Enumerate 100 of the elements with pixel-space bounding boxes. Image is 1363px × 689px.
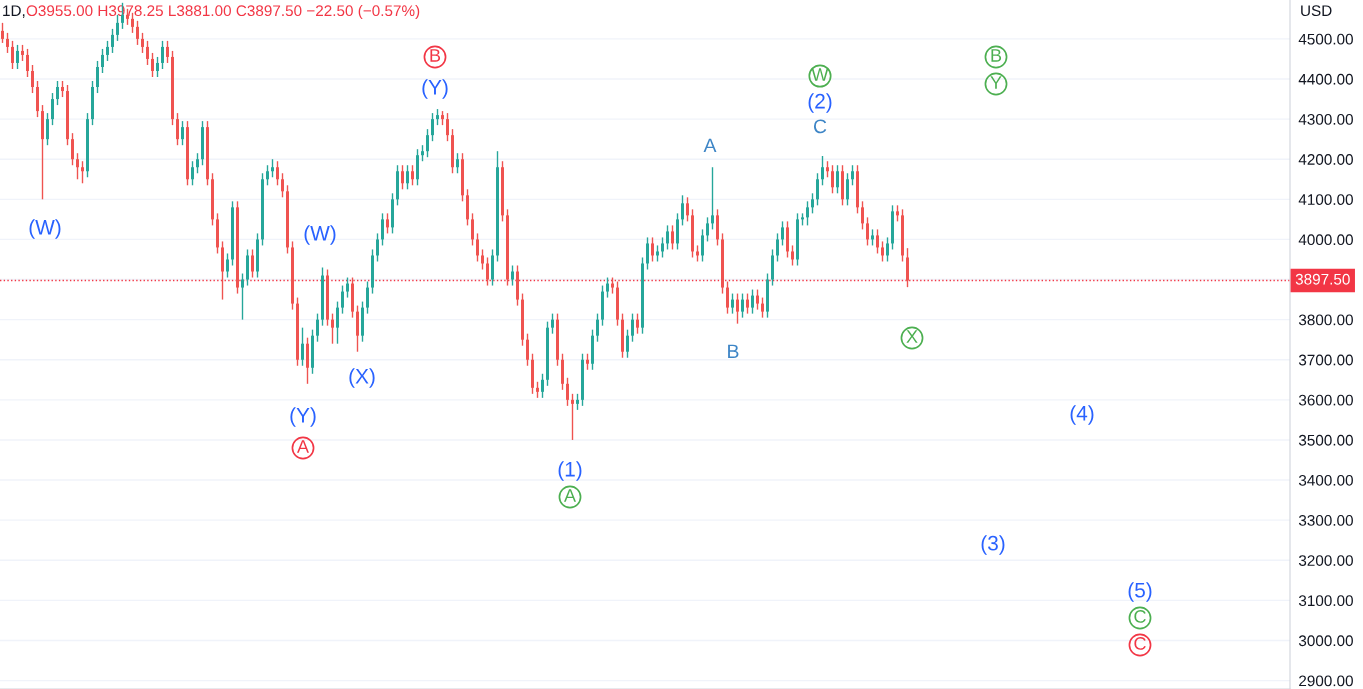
candlestick [426, 128, 429, 158]
candlestick [731, 292, 734, 315]
candlestick [266, 164, 269, 186]
candlestick [836, 164, 839, 195]
y-tick-label: 4000.00 [1298, 234, 1353, 246]
candlestick [596, 312, 599, 343]
candlestick [726, 280, 729, 315]
candlestick [171, 50, 174, 126]
candlestick [276, 160, 279, 186]
candlestick [41, 104, 44, 201]
candlestick [851, 164, 854, 186]
candlestick [671, 224, 674, 251]
annotation: (X) [349, 368, 375, 388]
candlestick [326, 268, 329, 327]
candlestick [186, 120, 189, 186]
candlestick [721, 232, 724, 295]
candlestick [706, 216, 709, 243]
candlestick [416, 148, 419, 186]
candlestick [6, 32, 9, 54]
candlestick [571, 393, 574, 441]
y-tick-label: 4300.00 [1298, 113, 1353, 125]
annotation: A [564, 489, 576, 502]
y-tick-label: 3700.00 [1298, 354, 1353, 366]
annotation: C [813, 119, 827, 134]
y-tick-label: 3200.00 [1298, 555, 1353, 566]
candlestick [486, 256, 489, 287]
candlestick [301, 326, 304, 367]
candlestick [76, 152, 79, 180]
candlestick [71, 132, 74, 166]
candlestick [216, 212, 219, 255]
candlestick [741, 292, 744, 319]
candlestick [471, 212, 474, 247]
candlestick [896, 204, 899, 223]
candlestick [816, 172, 819, 207]
candlestick [106, 40, 109, 62]
annotation: B [728, 344, 739, 359]
candlestick [361, 300, 364, 343]
candlestick [881, 240, 884, 263]
candlestick [331, 312, 334, 345]
candlestick [546, 320, 549, 387]
candlestick [376, 232, 379, 263]
candlestick [146, 40, 149, 66]
annotation: Y [990, 76, 1002, 89]
candlestick [591, 328, 594, 371]
candlestick [451, 128, 454, 174]
candlestick [806, 200, 809, 227]
candlestick [856, 164, 859, 215]
candlestick [306, 336, 309, 385]
candlestick [541, 373, 544, 399]
candlestick [316, 312, 319, 343]
candlestick [231, 200, 234, 267]
candlestick [531, 353, 534, 395]
candlestick [636, 312, 639, 335]
candlestick [626, 328, 629, 359]
annotation: C [1134, 637, 1146, 650]
candlestick [356, 304, 359, 353]
candlestick [581, 353, 584, 407]
candlestick [551, 312, 554, 335]
candlestick [831, 164, 834, 195]
candlestick [111, 28, 114, 54]
candlestick [196, 152, 199, 174]
candlestick [181, 120, 184, 146]
y-tick-label: 3300.00 [1298, 515, 1353, 526]
annotation: (5) [1128, 582, 1152, 602]
candlestick [11, 40, 14, 70]
candlestick [431, 112, 434, 142]
candlestick [696, 244, 699, 263]
candlestick [826, 160, 829, 178]
candlestick [906, 247, 909, 288]
candlestick [861, 200, 864, 231]
candlestick [781, 220, 784, 247]
candlestick [136, 20, 139, 46]
candlestick [491, 248, 494, 287]
y-tick-label: 4200.00 [1298, 154, 1353, 165]
candlestick [521, 292, 524, 347]
candlestick [411, 164, 414, 186]
y-tick-label: 3500.00 [1298, 434, 1353, 446]
candlestick [166, 40, 169, 64]
candlestick [381, 212, 384, 247]
candlestick [201, 120, 204, 166]
candlestick [576, 393, 579, 411]
candlestick [536, 381, 539, 399]
candlestick [496, 150, 499, 263]
candlestick [601, 284, 604, 327]
candlestick [161, 40, 164, 70]
candlestick [271, 158, 274, 178]
candlestick [211, 172, 214, 227]
candlestick [666, 224, 669, 251]
candlestick [296, 296, 299, 367]
annotation: (W) [304, 225, 336, 245]
candlestick [761, 296, 764, 319]
annotation: B [991, 49, 1002, 62]
candlestick [746, 292, 749, 315]
candlestick [396, 164, 399, 207]
candlestick [891, 204, 894, 251]
candlestick [776, 232, 779, 263]
candlestick [391, 192, 394, 235]
candlestick [606, 276, 609, 299]
annotation: B [430, 49, 441, 62]
candlestick [786, 220, 789, 259]
